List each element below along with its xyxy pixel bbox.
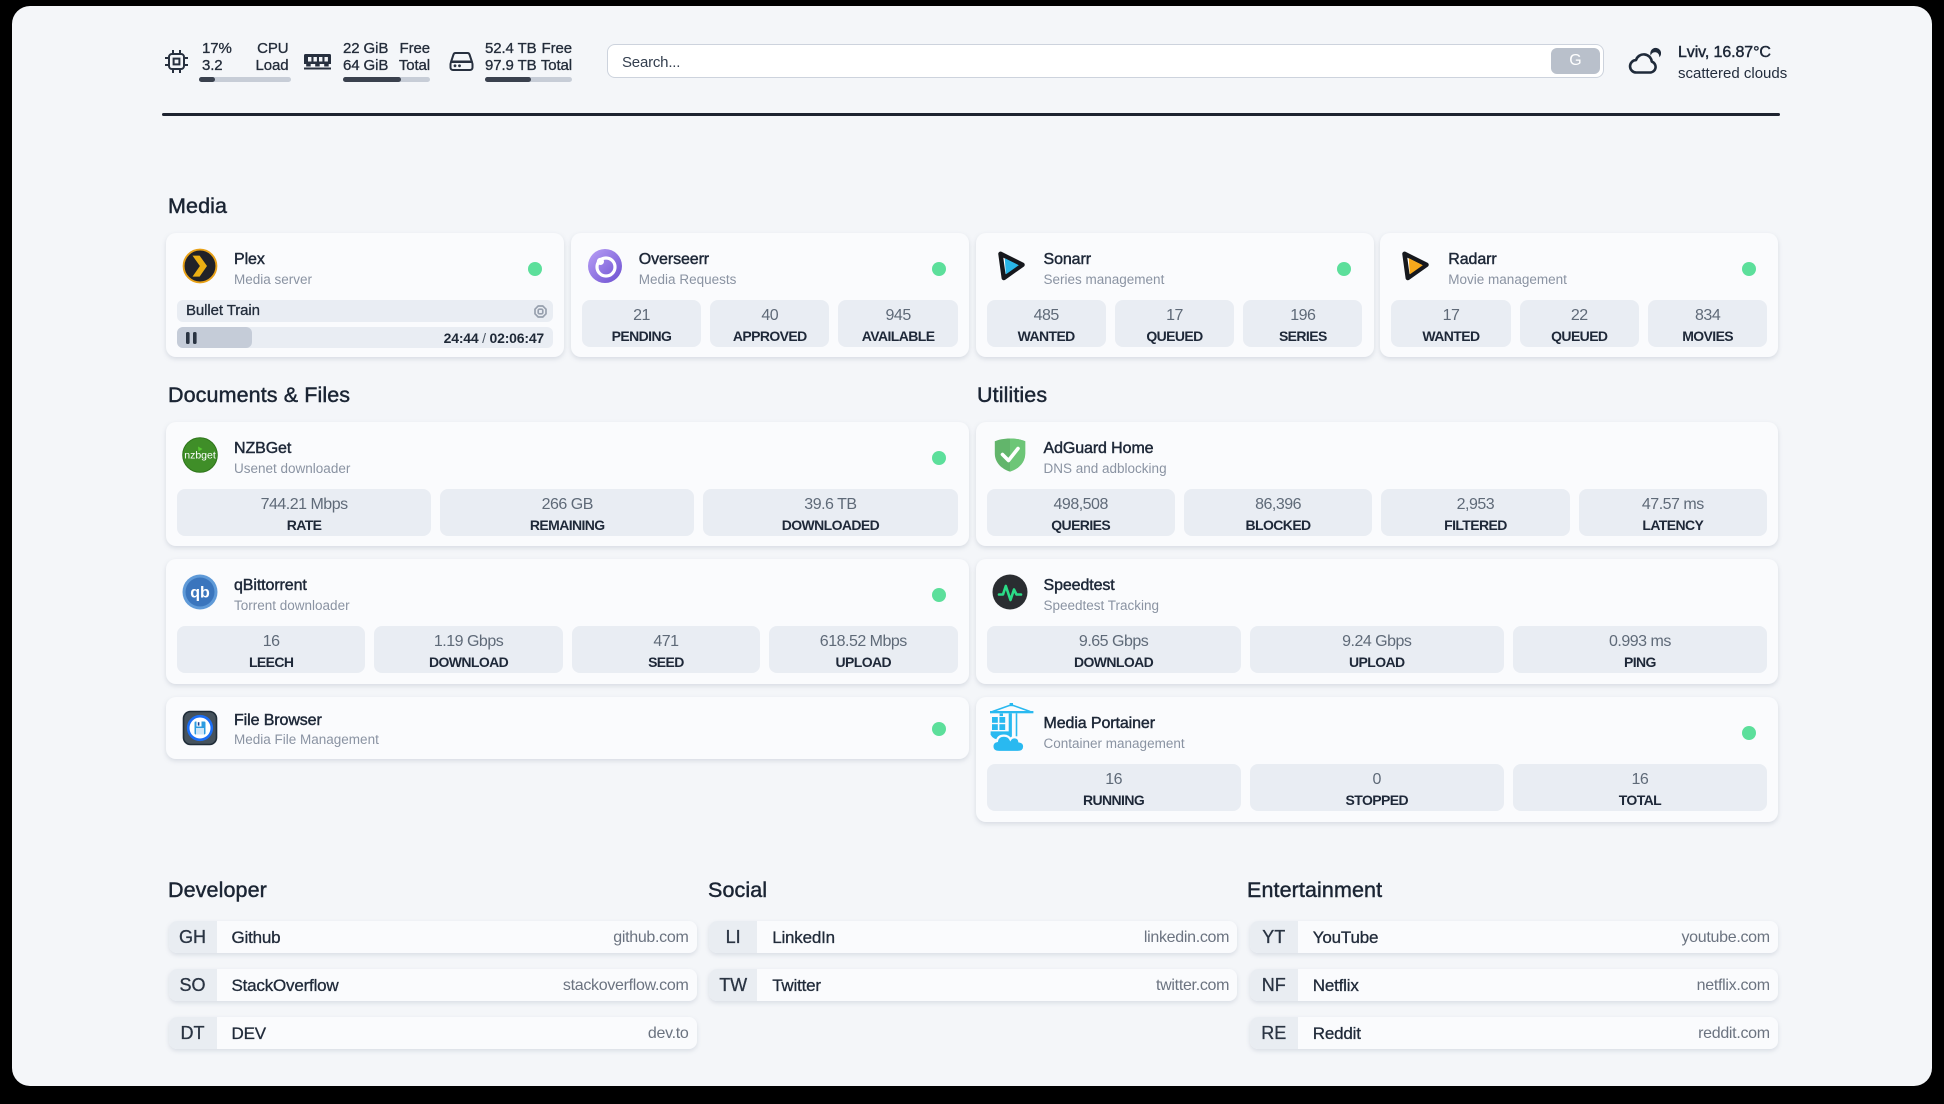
svg-text:qb: qb [190,585,210,602]
svg-text:nzbget: nzbget [184,450,216,462]
